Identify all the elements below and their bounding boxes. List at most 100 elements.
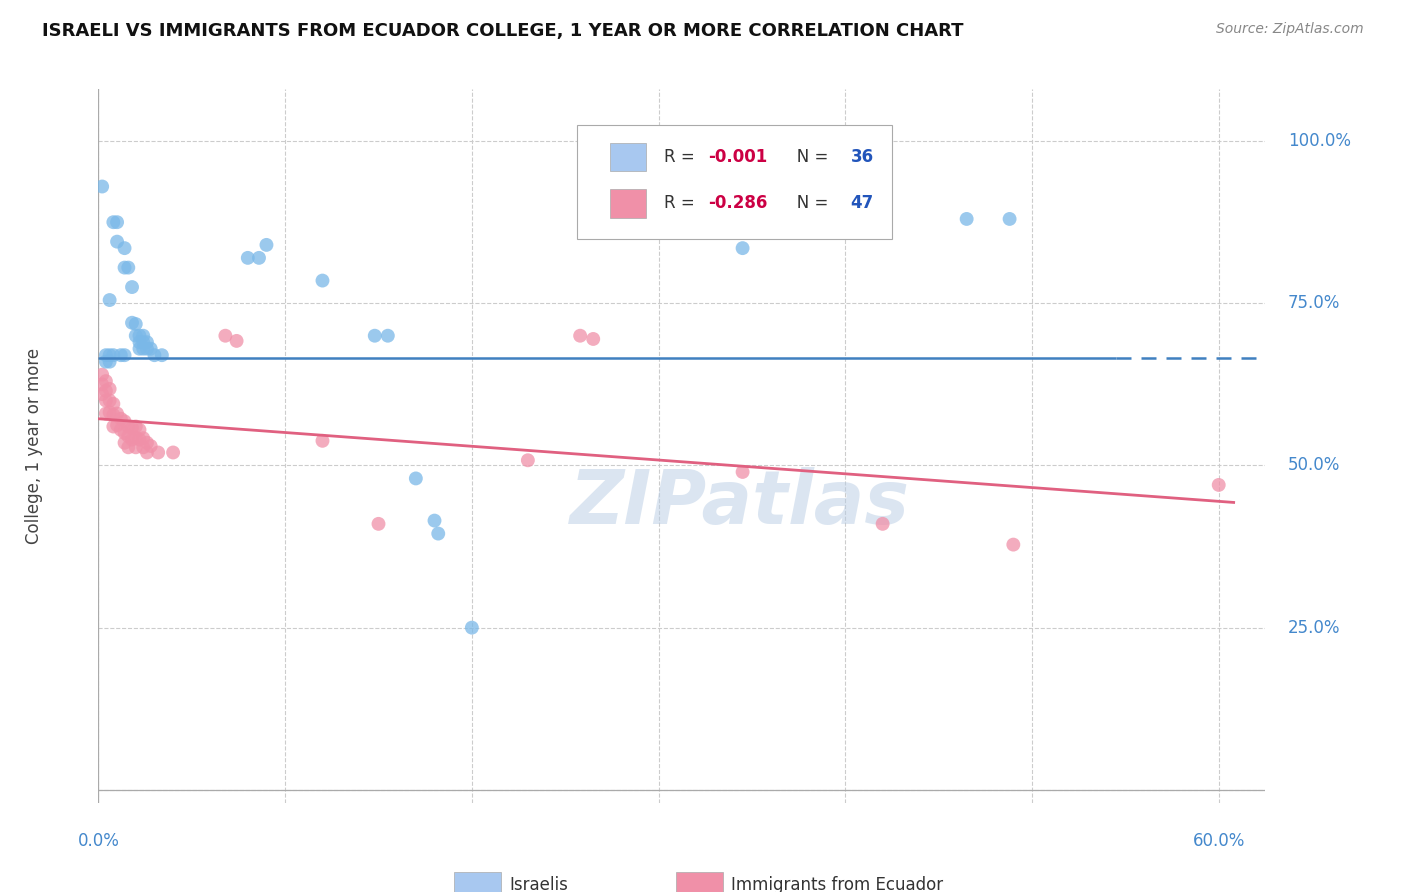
Text: -0.001: -0.001	[709, 148, 768, 166]
Point	[110, 348, 132, 362]
Point	[139, 439, 162, 453]
Point	[236, 251, 259, 265]
Point	[256, 238, 278, 252]
Point	[105, 215, 128, 229]
Point	[114, 241, 136, 255]
Point	[125, 317, 148, 331]
Point	[139, 342, 162, 356]
Point	[247, 251, 270, 265]
Text: 47: 47	[851, 194, 873, 212]
Text: 75.0%: 75.0%	[1288, 294, 1340, 312]
Point	[569, 328, 592, 343]
Point	[94, 393, 117, 408]
Point	[128, 342, 150, 356]
Text: 36: 36	[851, 148, 873, 166]
Point	[311, 274, 333, 288]
Point	[128, 433, 150, 447]
Point	[117, 429, 139, 443]
Point	[872, 516, 894, 531]
Point	[132, 335, 155, 350]
Point	[91, 179, 114, 194]
Point	[128, 423, 150, 437]
Point	[956, 211, 979, 226]
Point	[461, 621, 484, 635]
Text: College, 1 year or more: College, 1 year or more	[25, 348, 44, 544]
Text: N =: N =	[780, 148, 834, 166]
Point	[143, 348, 166, 362]
Point	[117, 260, 139, 275]
Text: Israelis: Israelis	[509, 876, 568, 892]
Text: 25.0%: 25.0%	[1288, 619, 1340, 637]
FancyBboxPatch shape	[454, 872, 501, 892]
Point	[98, 293, 121, 307]
Point	[132, 328, 155, 343]
FancyBboxPatch shape	[676, 872, 723, 892]
Point	[94, 384, 117, 398]
Point	[103, 348, 125, 362]
Point	[94, 348, 117, 362]
Text: 50.0%: 50.0%	[1288, 457, 1340, 475]
Point	[136, 445, 159, 459]
Text: Source: ZipAtlas.com: Source: ZipAtlas.com	[1216, 22, 1364, 37]
Point	[516, 453, 538, 467]
FancyBboxPatch shape	[576, 125, 891, 239]
Text: 100.0%: 100.0%	[1288, 132, 1351, 150]
Point	[367, 516, 389, 531]
Point	[121, 280, 143, 294]
Point	[128, 335, 150, 350]
FancyBboxPatch shape	[610, 189, 647, 218]
Point	[114, 348, 136, 362]
Point	[103, 419, 125, 434]
Point	[105, 407, 128, 421]
Point	[91, 377, 114, 392]
Point	[105, 235, 128, 249]
Point	[98, 405, 121, 419]
Text: 0.0%: 0.0%	[77, 832, 120, 850]
Point	[225, 334, 247, 348]
Point	[731, 241, 754, 255]
Point	[132, 431, 155, 445]
Point	[423, 514, 446, 528]
Point	[98, 354, 121, 368]
Point	[121, 421, 143, 435]
Point	[103, 408, 125, 422]
Point	[128, 328, 150, 343]
Point	[110, 423, 132, 437]
Point	[94, 407, 117, 421]
Point	[136, 435, 159, 450]
Point	[132, 342, 155, 356]
Text: -0.286: -0.286	[709, 194, 768, 212]
Point	[110, 411, 132, 425]
Point	[582, 332, 605, 346]
Point	[91, 368, 114, 382]
Point	[1002, 538, 1025, 552]
Point	[311, 434, 333, 448]
Text: Immigrants from Ecuador: Immigrants from Ecuador	[731, 876, 943, 892]
Point	[117, 419, 139, 434]
Point	[98, 393, 121, 408]
Point	[427, 526, 450, 541]
Point	[91, 387, 114, 401]
Point	[94, 354, 117, 368]
Point	[105, 418, 128, 433]
Text: R =: R =	[664, 194, 700, 212]
Point	[132, 440, 155, 454]
Point	[114, 414, 136, 428]
Point	[125, 419, 148, 434]
Point	[405, 471, 427, 485]
Point	[98, 382, 121, 396]
Point	[114, 425, 136, 440]
Point	[364, 328, 387, 343]
Point	[103, 397, 125, 411]
Point	[998, 211, 1021, 226]
Point	[1208, 478, 1230, 492]
Point	[98, 348, 121, 362]
Point	[121, 316, 143, 330]
Point	[117, 440, 139, 454]
Point	[162, 445, 184, 459]
Point	[136, 335, 159, 350]
Point	[121, 433, 143, 447]
Point	[136, 342, 159, 356]
Text: ZIPatlas: ZIPatlas	[571, 467, 910, 540]
Text: 60.0%: 60.0%	[1192, 832, 1244, 850]
